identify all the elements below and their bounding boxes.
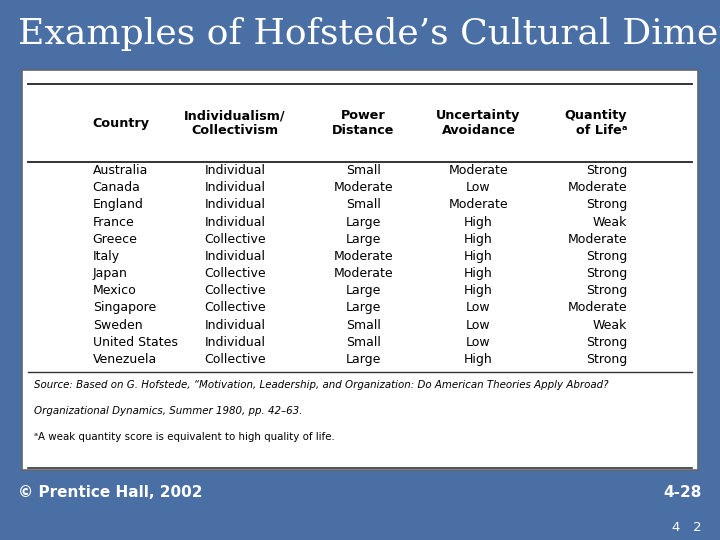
- Text: Source: Based on G. Hofstede, “Motivation, Leadership, and Organization: Do Amer: Source: Based on G. Hofstede, “Motivatio…: [34, 380, 608, 390]
- Text: Strong: Strong: [586, 284, 627, 297]
- Text: Low: Low: [466, 301, 491, 314]
- Text: Moderate: Moderate: [449, 199, 508, 212]
- Text: Large: Large: [346, 301, 381, 314]
- Text: High: High: [464, 233, 492, 246]
- Text: © Prentice Hall, 2002: © Prentice Hall, 2002: [18, 485, 202, 500]
- Text: Small: Small: [346, 319, 381, 332]
- Text: Mexico: Mexico: [93, 284, 136, 297]
- Text: Moderate: Moderate: [333, 181, 393, 194]
- Text: Collective: Collective: [204, 233, 266, 246]
- Text: Individual: Individual: [204, 319, 265, 332]
- Text: Large: Large: [346, 233, 381, 246]
- Text: France: France: [93, 215, 135, 228]
- Text: Strong: Strong: [586, 353, 627, 366]
- Text: Low: Low: [466, 319, 491, 332]
- Text: Collective: Collective: [204, 353, 266, 366]
- Text: Italy: Italy: [93, 250, 120, 263]
- Text: Moderate: Moderate: [567, 181, 627, 194]
- Text: Canada: Canada: [93, 181, 140, 194]
- Text: Individual: Individual: [204, 181, 265, 194]
- Text: Individual: Individual: [204, 164, 265, 177]
- Text: Weak: Weak: [593, 215, 627, 228]
- Text: Large: Large: [346, 353, 381, 366]
- Text: Small: Small: [346, 164, 381, 177]
- Text: Power
Distance: Power Distance: [332, 109, 395, 137]
- Text: Weak: Weak: [593, 319, 627, 332]
- Text: Individualism/
Collectivism: Individualism/ Collectivism: [184, 109, 286, 137]
- Text: Large: Large: [346, 215, 381, 228]
- Text: Low: Low: [466, 181, 491, 194]
- Text: Individual: Individual: [204, 250, 265, 263]
- Text: Strong: Strong: [586, 336, 627, 349]
- Text: Examples of Hofstede’s Cultural Dimensions: Examples of Hofstede’s Cultural Dimensio…: [18, 17, 720, 51]
- Text: Moderate: Moderate: [333, 267, 393, 280]
- Text: High: High: [464, 250, 492, 263]
- Text: 4-28: 4-28: [664, 485, 702, 500]
- Text: Moderate: Moderate: [449, 164, 508, 177]
- Text: Moderate: Moderate: [567, 233, 627, 246]
- Text: Strong: Strong: [586, 250, 627, 263]
- Text: Low: Low: [466, 336, 491, 349]
- Text: Small: Small: [346, 336, 381, 349]
- Text: Singapore: Singapore: [93, 301, 156, 314]
- Text: Australia: Australia: [93, 164, 148, 177]
- Text: Sweden: Sweden: [93, 319, 143, 332]
- Text: Quantity
of Lifeᵃ: Quantity of Lifeᵃ: [564, 109, 627, 137]
- Text: Moderate: Moderate: [333, 250, 393, 263]
- Text: Individual: Individual: [204, 215, 265, 228]
- Text: Collective: Collective: [204, 301, 266, 314]
- Text: Individual: Individual: [204, 336, 265, 349]
- Text: Country: Country: [93, 117, 150, 130]
- Text: Moderate: Moderate: [567, 301, 627, 314]
- Text: Strong: Strong: [586, 267, 627, 280]
- Text: ᵃA weak quantity score is equivalent to high quality of life.: ᵃA weak quantity score is equivalent to …: [34, 432, 335, 442]
- Text: High: High: [464, 353, 492, 366]
- Text: High: High: [464, 215, 492, 228]
- Text: Uncertainty
Avoidance: Uncertainty Avoidance: [436, 109, 521, 137]
- Text: United States: United States: [93, 336, 178, 349]
- Text: High: High: [464, 284, 492, 297]
- Text: Collective: Collective: [204, 267, 266, 280]
- Text: Greece: Greece: [93, 233, 138, 246]
- Text: Japan: Japan: [93, 267, 127, 280]
- Text: Venezuela: Venezuela: [93, 353, 157, 366]
- Text: Individual: Individual: [204, 199, 265, 212]
- Text: Large: Large: [346, 284, 381, 297]
- Text: Small: Small: [346, 199, 381, 212]
- Text: Strong: Strong: [586, 199, 627, 212]
- Text: High: High: [464, 267, 492, 280]
- Text: 4   2: 4 2: [672, 521, 702, 534]
- Text: Organizational Dynamics, Summer 1980, pp. 42–63.: Organizational Dynamics, Summer 1980, pp…: [34, 406, 302, 416]
- Text: Strong: Strong: [586, 164, 627, 177]
- Text: Collective: Collective: [204, 284, 266, 297]
- Text: England: England: [93, 199, 143, 212]
